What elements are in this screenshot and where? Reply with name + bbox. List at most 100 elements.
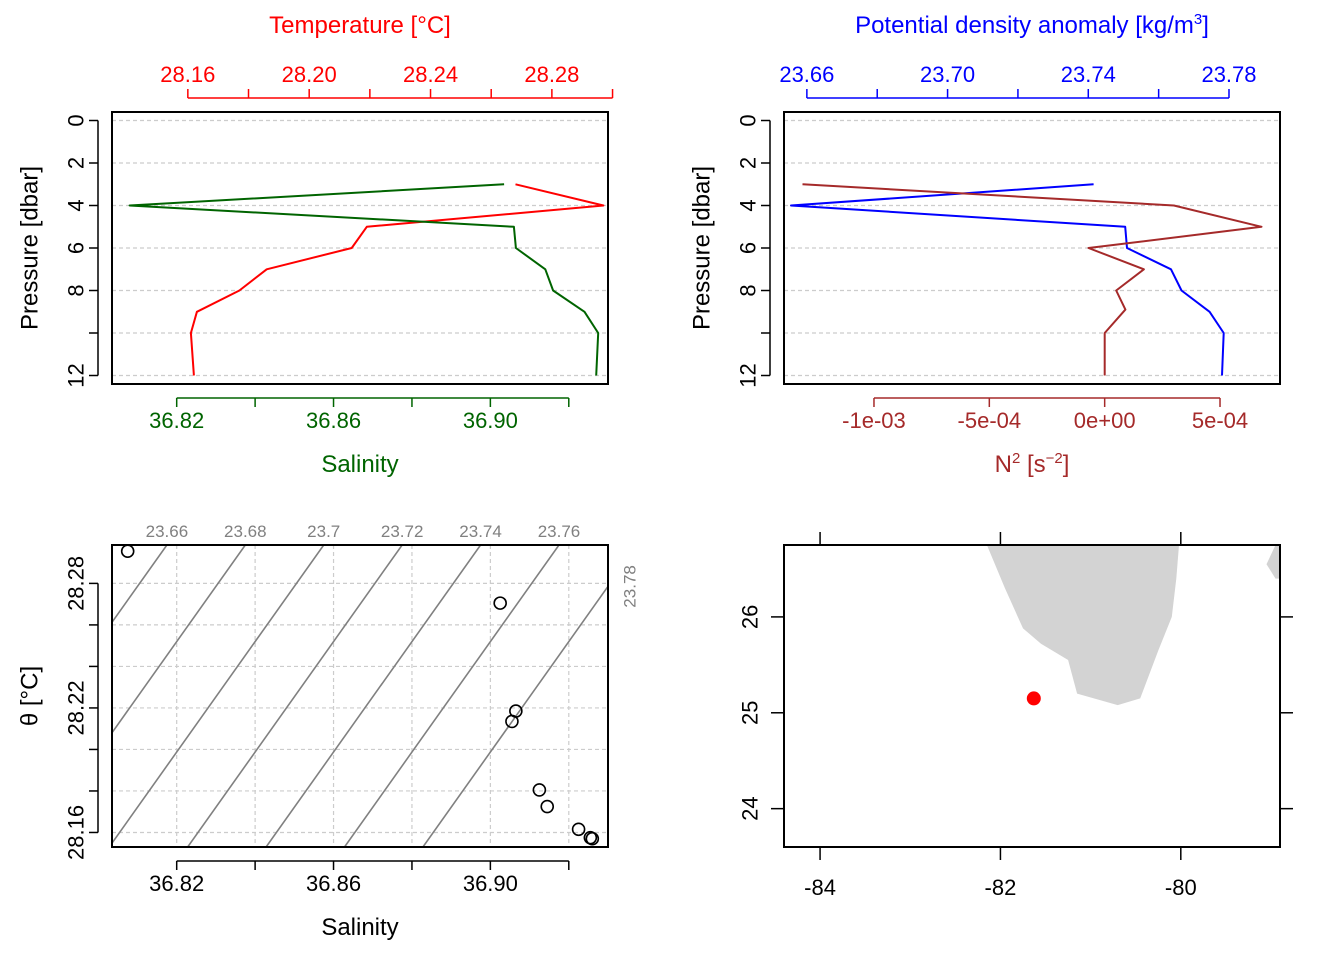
isopycnal-line: [422, 585, 608, 847]
isopycnal-label: 23.78: [621, 565, 640, 608]
land-polygons: [986, 545, 1280, 706]
ts-point: [120, 544, 135, 559]
density-axis-title-main: Potential density anomaly [kg/m: [855, 12, 1194, 39]
isopycnal-line: [343, 545, 560, 847]
pressure-tick-label: 6: [64, 242, 89, 254]
p4-land: [986, 545, 1280, 706]
isopycnal-label: 23.76: [538, 522, 581, 541]
n2-axis-title-sup2: −2: [1046, 450, 1063, 467]
pressure-tick-label: 4: [736, 199, 761, 211]
pressure-tick-label: 8: [736, 284, 761, 296]
density-tick-label: 23.70: [920, 62, 975, 87]
station-map-panel: -84 -82 -80 24 25 26: [738, 532, 1293, 900]
pressure-tick-label: 2: [64, 157, 89, 169]
temperature-tick-label: 28.20: [282, 62, 337, 87]
pressure-tick-label: 12: [736, 363, 761, 387]
p1-axes: 28.16 28.20 28.24 28.28 36.82 36.86 36.90 0 2 4 6 8…: [64, 62, 614, 433]
lon-tick-label: -82: [985, 875, 1017, 900]
p3-isopycnals: 23.66 23.68 23.7 23.72 23.74 23.76 23.78: [112, 522, 640, 847]
temperature-tick-label: 28.16: [160, 62, 215, 87]
pressure-axis-title: Pressure [dbar]: [17, 166, 44, 330]
station-dot: [1026, 691, 1041, 706]
lon-tick-label: -84: [804, 875, 836, 900]
ts-salinity-tick-label: 36.86: [306, 871, 361, 896]
isopycnal-label: 23.7: [307, 522, 340, 541]
salinity-profile-line: [128, 183, 600, 376]
density-axis-title: Potential density anomaly [kg/m3]: [855, 11, 1209, 39]
p4-axes: -84 -82 -80 24 25 26: [738, 532, 1293, 900]
pressure-tick-label: 6: [736, 242, 761, 254]
p2-plot-frame: [783, 111, 1281, 385]
pressure-tick-label: 0: [64, 114, 89, 126]
isopycnal-line: [112, 545, 246, 735]
n2-tick-label: 0e+00: [1074, 408, 1136, 433]
ts-salinity-axis-title: Salinity: [321, 914, 398, 941]
salinity-tick-label: 36.90: [463, 408, 518, 433]
isopycnal-label: 23.66: [146, 522, 189, 541]
ts-point: [532, 783, 547, 797]
land-polygon: [1266, 545, 1280, 579]
pressure-tick-label: 2: [736, 157, 761, 169]
n2-profile-line: [802, 183, 1263, 376]
ts-salinity-tick-label: 36.90: [463, 871, 518, 896]
salinity-tick-label: 36.86: [306, 408, 361, 433]
n2-axis-title-tail: ]: [1063, 451, 1070, 478]
density-tick-label: 23.74: [1061, 62, 1116, 87]
density-profile-line: [790, 183, 1225, 376]
lat-tick-label: 24: [738, 796, 763, 820]
theta-tick-label: 28.22: [64, 680, 89, 735]
n2-axis-title: N2 [s−2]: [995, 450, 1070, 478]
pressure-axis-title: Pressure [dbar]: [689, 166, 716, 330]
temperature-salinity-profile-panel: 28.16 28.20 28.24 28.28 36.82 36.86 36.90 0 2 4 6 8…: [17, 12, 614, 478]
lat-tick-label: 25: [738, 701, 763, 725]
isopycnal-line: [187, 545, 403, 847]
temperature-profile-line: [189, 183, 605, 376]
p3-points: [120, 544, 600, 846]
p4-plot-frame: [783, 544, 1281, 848]
n2-tick-label: -1e-03: [842, 408, 906, 433]
p1-profile-lines: [128, 183, 605, 376]
temperature-tick-label: 28.28: [524, 62, 579, 87]
lat-tick-label: 26: [738, 605, 763, 629]
p2-profile-lines: [790, 183, 1263, 376]
isopycnal-line: [265, 545, 482, 847]
theta-tick-label: 28.16: [64, 805, 89, 860]
p4-station: [1026, 691, 1041, 706]
salinity-axis-title: Salinity: [321, 451, 398, 478]
pressure-tick-label: 8: [64, 284, 89, 296]
p1-grid: [112, 119, 608, 377]
ts-point: [540, 799, 555, 814]
salinity-tick-label: 36.82: [149, 408, 204, 433]
p3-axes: 36.82 36.86 36.90 28.16 28.22 28.28: [64, 556, 570, 896]
isopycnal-label: 23.68: [224, 522, 267, 541]
isopycnal-label: 23.72: [381, 522, 424, 541]
land-polygon: [986, 545, 1179, 706]
ts-point: [585, 831, 600, 846]
pressure-tick-label: 4: [64, 199, 89, 211]
n2-tick-label: -5e-04: [958, 408, 1022, 433]
p2-axes: 23.66 23.70 23.74 23.78 -1e-03 -5e-04 0e+00 5e-…: [736, 62, 1257, 433]
density-tick-label: 23.78: [1201, 62, 1256, 87]
density-axis-title-tail: ]: [1202, 12, 1209, 39]
n2-axis-title-mid: [s: [1020, 451, 1045, 478]
theta-tick-label: 28.28: [64, 556, 89, 611]
ts-point: [571, 822, 586, 837]
p3-grid: [112, 545, 608, 847]
isopycnal-line: [112, 545, 168, 624]
density-axis-title-sup: 3: [1194, 11, 1202, 28]
isopycnal-lines: [112, 545, 608, 847]
n2-tick-label: 5e-04: [1192, 408, 1248, 433]
ts-point: [505, 714, 519, 729]
temperature-axis-title: Temperature [°C]: [269, 12, 451, 39]
pressure-tick-label: 12: [64, 363, 89, 387]
ts-diagram-panel: 23.66 23.68 23.7 23.72 23.74 23.76 23.78 36.82…: [17, 522, 640, 941]
density-n2-profile-panel: 23.66 23.70 23.74 23.78 -1e-03 -5e-04 0e+00 5e-…: [689, 11, 1281, 478]
isopycnal-line: [112, 545, 325, 845]
n2-axis-title-main: N: [995, 451, 1012, 478]
p1-plot-frame: [111, 111, 609, 385]
ts-salinity-tick-label: 36.82: [149, 871, 204, 896]
temperature-tick-label: 28.24: [403, 62, 458, 87]
p3-plot-frame: [111, 544, 609, 848]
p2-grid: [784, 119, 1280, 377]
theta-axis-title: θ [°C]: [17, 666, 44, 726]
